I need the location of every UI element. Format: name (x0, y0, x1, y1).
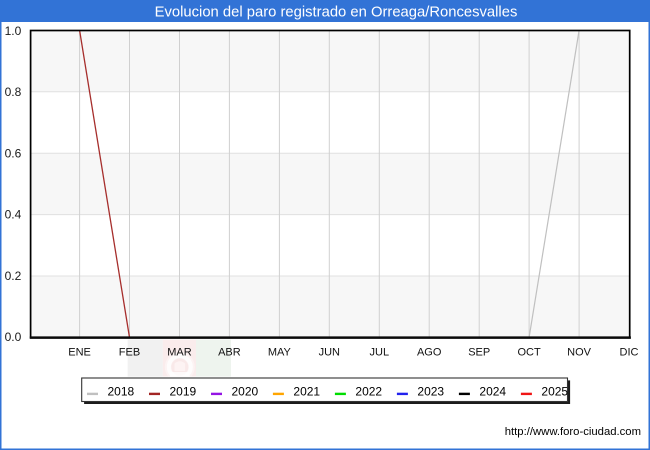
svg-text:0.2: 0.2 (5, 269, 22, 283)
svg-text:2024: 2024 (479, 385, 506, 399)
svg-text:0.0: 0.0 (5, 330, 22, 344)
svg-text:JUL: JUL (370, 347, 390, 359)
svg-text:FEB: FEB (119, 347, 140, 359)
svg-text:ABR: ABR (218, 347, 241, 359)
svg-text:2025: 2025 (541, 385, 568, 399)
svg-text:SEP: SEP (468, 347, 490, 359)
svg-text:NOV: NOV (567, 347, 592, 359)
svg-text:2018: 2018 (108, 385, 135, 399)
svg-text:http://www.foro-ciudad.com: http://www.foro-ciudad.com (505, 426, 641, 438)
svg-text:0.6: 0.6 (5, 146, 22, 160)
svg-text:JUN: JUN (319, 347, 340, 359)
svg-text:ENE: ENE (68, 347, 91, 359)
svg-text:MAY: MAY (268, 347, 292, 359)
svg-text:0.4: 0.4 (5, 208, 22, 222)
svg-text:OCT: OCT (517, 347, 541, 359)
svg-text:2022: 2022 (355, 385, 382, 399)
svg-text:DIC: DIC (620, 347, 639, 359)
svg-text:0.8: 0.8 (5, 85, 22, 99)
svg-text:2021: 2021 (293, 385, 320, 399)
svg-text:MAR: MAR (167, 347, 192, 359)
svg-text:2019: 2019 (170, 385, 197, 399)
svg-text:1.0: 1.0 (5, 24, 22, 38)
svg-text:2020: 2020 (232, 385, 259, 399)
svg-text:2023: 2023 (417, 385, 444, 399)
svg-text:Evolucion del paro registrado: Evolucion del paro registrado en Orreaga… (155, 4, 518, 20)
svg-text:AGO: AGO (417, 347, 442, 359)
